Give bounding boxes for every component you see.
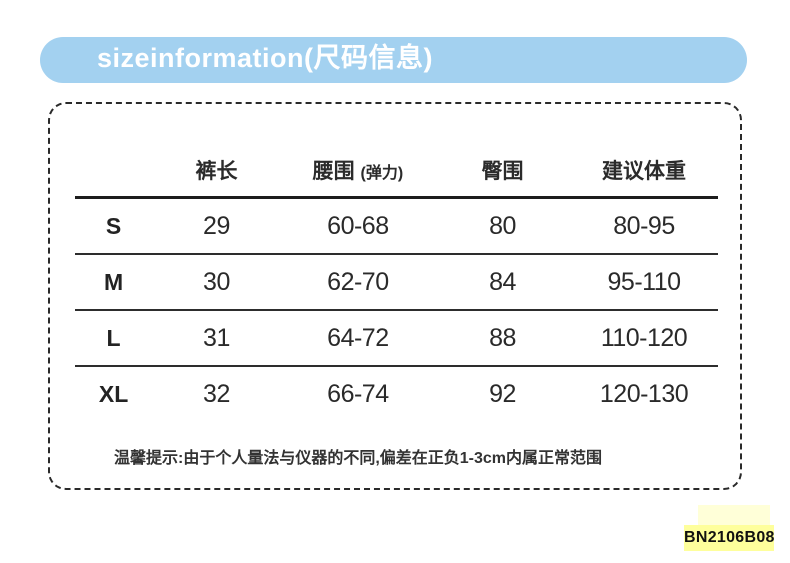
waist-value: 64-72: [327, 323, 389, 352]
size-label: L: [106, 324, 121, 351]
weight-value: 80-95: [613, 211, 675, 240]
col-header-waist-sub: (弹力): [360, 165, 404, 182]
size-label: XL: [98, 380, 129, 407]
section-title: sizeinformation(尺码信息): [97, 43, 434, 73]
pants-length-value: 31: [203, 323, 230, 352]
table-row-s: S 29 60-68 80 80-95: [75, 199, 718, 255]
table-row-l: L 31 64-72 88 110-120: [75, 311, 718, 367]
highlight-smudge: [698, 505, 770, 525]
hip-value: 84: [489, 267, 516, 296]
col-header-pants-length: 裤长: [195, 160, 238, 183]
hip-value: 80: [489, 211, 516, 240]
col-header-waist-main: 腰围: [312, 160, 355, 183]
hip-value: 88: [489, 323, 516, 352]
weight-value: 110-120: [600, 323, 688, 352]
pants-length-value: 30: [203, 267, 230, 296]
measurement-note: 温馨提示:由于个人量法与仪器的不同,偏差在正负1-3cm内属正常范围: [113, 450, 603, 467]
waist-value: 60-68: [327, 211, 389, 240]
table-row-xl: XL 32 66-74 92 120-130: [75, 367, 718, 421]
table-row-m: M 30 62-70 84 95-110: [75, 255, 718, 311]
weight-value: 95-110: [607, 267, 681, 296]
product-code-badge: BN2106B08: [684, 525, 774, 551]
col-header-hip: 臀围: [481, 160, 524, 183]
weight-value: 120-130: [599, 379, 689, 408]
size-label: M: [103, 268, 124, 295]
waist-value: 62-70: [327, 267, 389, 296]
size-label: S: [105, 212, 122, 239]
size-table-panel: 裤长 腰围 (弹力) 臀围 建议体重 S 29 60-68 80 80-95 M…: [48, 102, 742, 490]
size-table-header-row: 裤长 腰围 (弹力) 臀围 建议体重: [75, 104, 718, 199]
size-table: 裤长 腰围 (弹力) 臀围 建议体重 S 29 60-68 80 80-95 M…: [75, 104, 718, 421]
hip-value: 92: [489, 379, 516, 408]
pants-length-value: 29: [203, 211, 230, 240]
section-header-pill: sizeinformation(尺码信息): [40, 37, 747, 83]
col-header-weight: 建议体重: [602, 160, 687, 183]
waist-value: 66-74: [327, 379, 389, 408]
col-header-waist: 腰围 (弹力): [281, 155, 435, 185]
pants-length-value: 32: [203, 379, 230, 408]
